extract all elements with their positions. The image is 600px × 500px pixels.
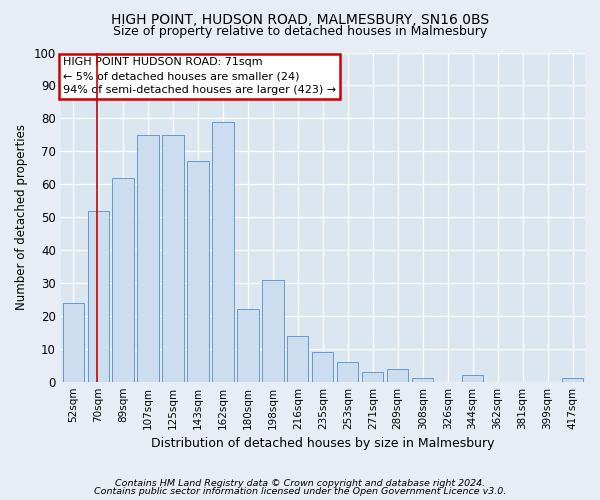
Bar [462, 375, 483, 382]
Bar [137, 135, 158, 382]
Bar [112, 178, 134, 382]
Text: HIGH POINT, HUDSON ROAD, MALMESBURY, SN16 0BS: HIGH POINT, HUDSON ROAD, MALMESBURY, SN1… [111, 12, 489, 26]
Bar [262, 280, 284, 382]
Bar [362, 372, 383, 382]
Bar [163, 135, 184, 382]
Bar [287, 336, 308, 382]
X-axis label: Distribution of detached houses by size in Malmesbury: Distribution of detached houses by size … [151, 437, 494, 450]
Bar [62, 302, 84, 382]
Text: Contains public sector information licensed under the Open Government Licence v3: Contains public sector information licen… [94, 488, 506, 496]
Bar [212, 122, 233, 382]
Bar [387, 368, 409, 382]
Bar [412, 378, 433, 382]
Bar [187, 161, 209, 382]
Bar [312, 352, 334, 382]
Text: HIGH POINT HUDSON ROAD: 71sqm
← 5% of detached houses are smaller (24)
94% of se: HIGH POINT HUDSON ROAD: 71sqm ← 5% of de… [63, 58, 337, 96]
Bar [562, 378, 583, 382]
Text: Contains HM Land Registry data © Crown copyright and database right 2024.: Contains HM Land Registry data © Crown c… [115, 478, 485, 488]
Bar [337, 362, 358, 382]
Bar [238, 310, 259, 382]
Bar [88, 210, 109, 382]
Text: Size of property relative to detached houses in Malmesbury: Size of property relative to detached ho… [113, 25, 487, 38]
Y-axis label: Number of detached properties: Number of detached properties [15, 124, 28, 310]
